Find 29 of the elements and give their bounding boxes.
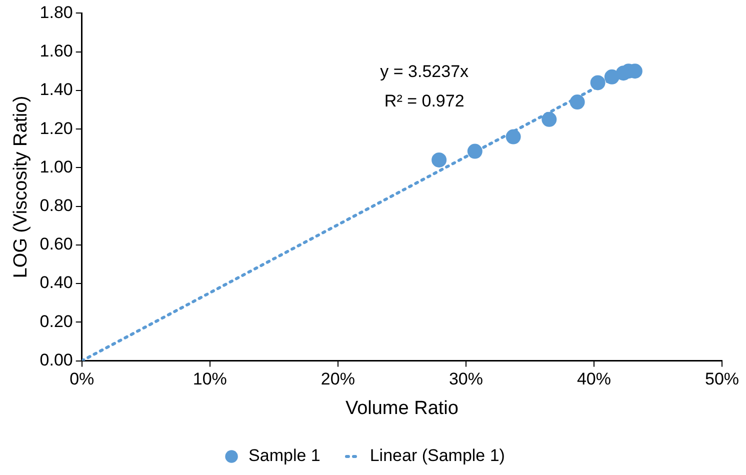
point bbox=[604, 69, 620, 84]
x-tick-label: 40% bbox=[576, 370, 611, 389]
point bbox=[590, 75, 606, 90]
y-tick-label: 0.20 bbox=[40, 312, 73, 331]
y-tick-label: 0.40 bbox=[40, 273, 73, 292]
x-tick-label: 30% bbox=[448, 370, 483, 389]
y-tick-label: 0.60 bbox=[40, 234, 73, 254]
y-tick-label: 1.20 bbox=[40, 118, 73, 138]
y-tick-label: 1.40 bbox=[40, 80, 73, 100]
y-tick-label: 1.60 bbox=[40, 42, 73, 61]
y-tick-label: 0.00 bbox=[40, 350, 73, 370]
x-tick-label: 20% bbox=[320, 370, 355, 389]
point bbox=[570, 94, 585, 110]
annotation: y = 3.5237x bbox=[380, 62, 470, 81]
legend-label: Sample 1 bbox=[248, 446, 320, 466]
annotation: R² = 0.972 bbox=[384, 92, 464, 111]
x-tick-label: 10% bbox=[192, 370, 227, 389]
y-tick-label: 1.80 bbox=[40, 2, 73, 22]
x-tick-label: 50% bbox=[704, 370, 740, 389]
x-tick-label: 0% bbox=[70, 370, 94, 389]
point bbox=[506, 129, 521, 144]
y-tick-label: 1.00 bbox=[40, 157, 73, 176]
legend-label: Linear (Sample 1) bbox=[370, 446, 505, 466]
x-axis-title: Volume Ratio bbox=[345, 398, 458, 419]
point bbox=[432, 152, 447, 168]
y-tick-label: 0.80 bbox=[40, 196, 73, 215]
point bbox=[542, 112, 557, 127]
point bbox=[467, 144, 482, 159]
y-axis-title: LOG (Viscosity Ratio) bbox=[10, 96, 32, 278]
